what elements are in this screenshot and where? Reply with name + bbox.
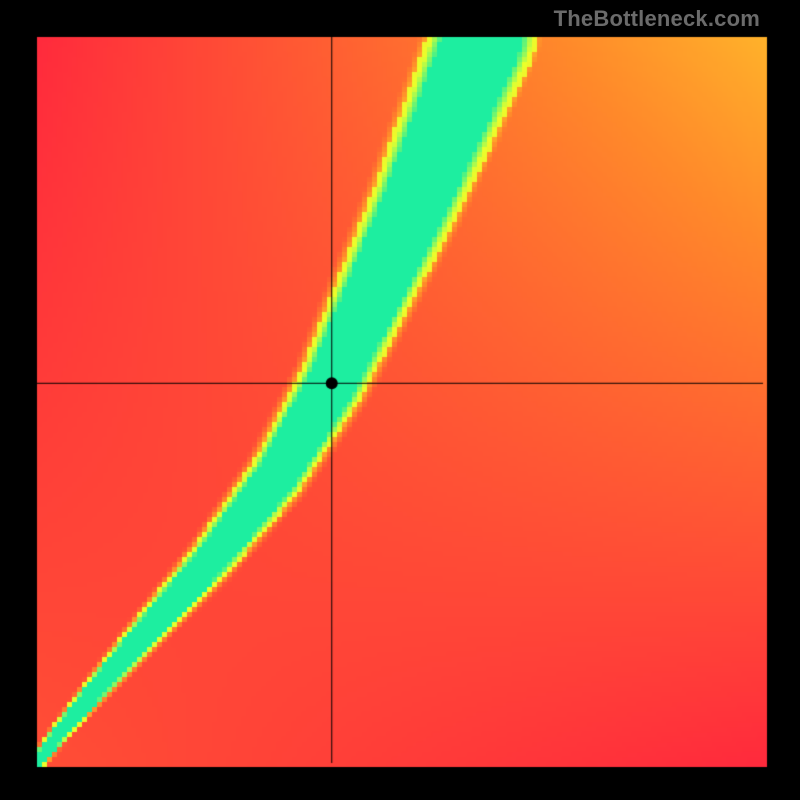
watermark-label: TheBottleneck.com xyxy=(554,6,760,32)
heatmap-chart: TheBottleneck.com xyxy=(0,0,800,800)
heatmap-canvas xyxy=(0,0,800,800)
